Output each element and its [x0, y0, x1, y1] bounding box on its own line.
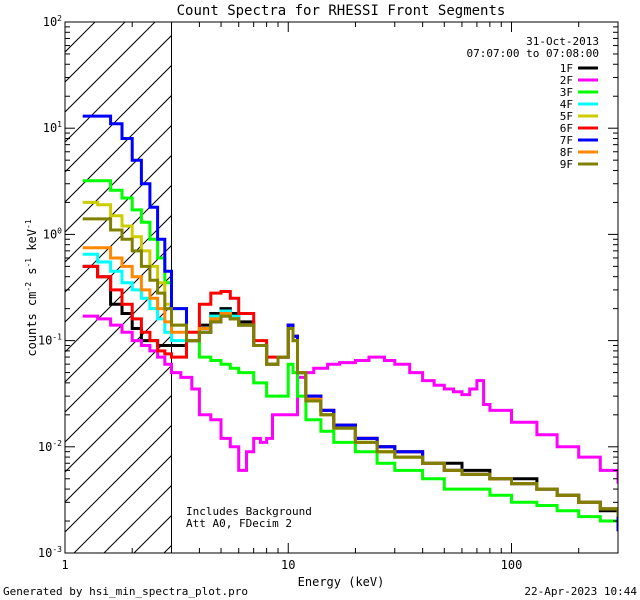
hatch-line [73, 454, 172, 553]
y-tick-label: 10-1 [38, 333, 62, 348]
hatch-line [65, 394, 172, 503]
legend-label: 2F [560, 74, 573, 87]
x-axis-label: Energy (keV) [298, 575, 385, 589]
annotation-attenuator: Att A0, FDecim 2 [186, 517, 292, 530]
legend-label: 8F [560, 146, 573, 159]
hatch-line [65, 244, 172, 353]
x-tick-label: 10 [281, 558, 295, 572]
y-label-mid2: keV [25, 229, 39, 258]
axis-ticks [64, 21, 619, 554]
y-tick-label: 101 [43, 120, 62, 135]
footer-generated: Generated by hsi_min_spectra_plot.pro [3, 585, 248, 598]
y-label-mid1: s [25, 268, 39, 282]
y-tick-label: 102 [43, 14, 62, 29]
legend-label: 7F [560, 134, 573, 147]
hatch-line [65, 424, 172, 533]
y-label-exp3: -1 [24, 219, 33, 229]
axis-tick-labels: 1 10 100 102 101 100 10-1 10-2 10-3 [38, 14, 522, 572]
y-tick-label: 10-2 [38, 439, 62, 454]
legend-label: 9F [560, 158, 573, 171]
hatched-region [65, 22, 172, 553]
y-axis-label: counts cm-2 s-1 keV-1 [24, 219, 39, 356]
chart-title: Count Spectra for RHESSI Front Segments [177, 3, 506, 19]
x-tick-label: 1 [61, 558, 68, 572]
legend-label: 4F [560, 98, 573, 111]
hatch-line [65, 34, 172, 143]
date-label: 31-Oct-2013 [526, 35, 599, 48]
annotation-background: Includes Background [186, 505, 312, 518]
y-label-exp1: -2 [24, 282, 33, 292]
hatch-line [65, 184, 172, 293]
hatch-line [65, 214, 172, 323]
y-label-exp2: -1 [24, 258, 33, 268]
legend-label: 6F [560, 122, 573, 135]
time-range-label: 07:07:00 to 07:08:00 [467, 47, 599, 60]
legend-label: 5F [560, 110, 573, 123]
hatch-line [65, 274, 172, 383]
plot-frame [64, 21, 619, 554]
hatch-line [65, 22, 156, 113]
hatch-line [65, 94, 172, 203]
legend-label: 1F [560, 62, 573, 75]
y-tick-label: 100 [43, 226, 62, 241]
series-layer [82, 114, 618, 532]
legend-label: 3F [560, 86, 573, 99]
series-9F [82, 217, 618, 517]
x-tick-label: 100 [501, 558, 523, 572]
hatch-line [65, 364, 172, 473]
footer-date: 22-Apr-2023 10:44 [524, 585, 637, 598]
y-tick-label: 10-3 [38, 545, 62, 560]
hatch-line [65, 64, 172, 173]
y-label-main: counts cm [25, 292, 39, 357]
